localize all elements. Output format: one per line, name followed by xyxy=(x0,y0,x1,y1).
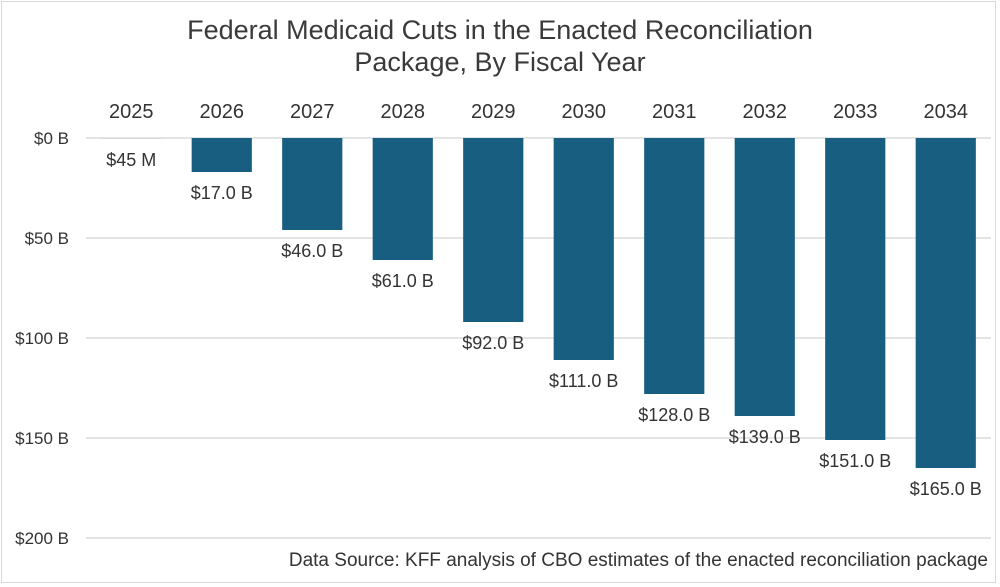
x-tick-label: 2032 xyxy=(743,101,788,123)
data-label: $46.0 B xyxy=(281,241,343,261)
data-label: $128.0 B xyxy=(638,405,710,425)
bar xyxy=(463,138,524,322)
data-label: $111.0 B xyxy=(549,371,618,391)
x-tick-label: 2030 xyxy=(562,101,607,123)
bar xyxy=(825,138,886,440)
bar xyxy=(553,138,614,360)
x-tick-label: 2034 xyxy=(924,101,969,123)
x-tick-label: 2033 xyxy=(833,101,878,123)
data-label: $165.0 B xyxy=(910,479,982,499)
data-label: $17.0 B xyxy=(191,183,253,203)
chart-title-line-1: Federal Medicaid Cuts in the Enacted Rec… xyxy=(187,15,813,45)
data-source-note: Data Source: KFF analysis of CBO estimat… xyxy=(288,550,988,571)
y-tick-label: $0 B xyxy=(34,129,69,148)
x-tick-label: 2026 xyxy=(200,101,245,123)
bar xyxy=(282,138,343,230)
y-tick-label: $150 B xyxy=(15,429,69,448)
data-label: $61.0 B xyxy=(372,271,434,291)
y-tick-label: $50 B xyxy=(25,229,69,248)
bar xyxy=(191,138,252,172)
data-label: $151.0 B xyxy=(819,451,891,471)
x-tick-label: 2027 xyxy=(290,101,335,123)
y-tick-label: $200 B xyxy=(15,529,69,548)
bar xyxy=(734,138,795,416)
x-tick-label: 2028 xyxy=(381,101,426,123)
data-label: $92.0 B xyxy=(462,333,524,353)
x-tick-label: 2031 xyxy=(652,101,697,123)
bar xyxy=(644,138,705,394)
bar xyxy=(915,138,976,468)
chart-title-line-2: Package, By Fiscal Year xyxy=(354,47,646,77)
data-label: $139.0 B xyxy=(729,427,801,447)
chart-title: Federal Medicaid Cuts in the Enacted Rec… xyxy=(0,14,1000,78)
data-label: $45 M xyxy=(106,150,156,170)
y-tick-label: $100 B xyxy=(15,329,69,348)
x-tick-label: 2029 xyxy=(471,101,516,123)
x-tick-label: 2025 xyxy=(109,101,154,123)
bar xyxy=(372,138,433,260)
